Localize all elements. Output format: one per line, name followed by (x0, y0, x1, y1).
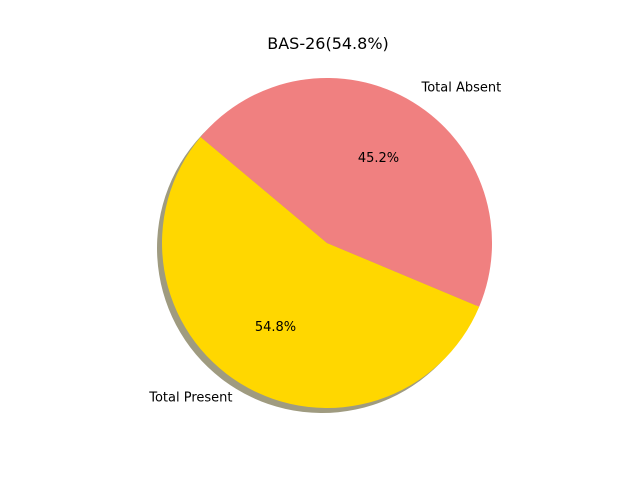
pie-slice-total-present (162, 136, 480, 408)
slice-value-label-total-absent: 45.2% (358, 151, 399, 166)
slice-value-label-total-present: 54.8% (255, 320, 296, 335)
pie-slices (162, 77, 493, 408)
slice-label-total-absent: Total Absent (421, 81, 502, 96)
pie-slice-total-absent (200, 77, 493, 307)
chart-title: BAS-26(54.8%) (267, 34, 389, 53)
slice-label-total-present: Total Present (148, 391, 232, 406)
pie-labels: Total Present 54.8% Total Absent 45.2% (148, 81, 501, 406)
